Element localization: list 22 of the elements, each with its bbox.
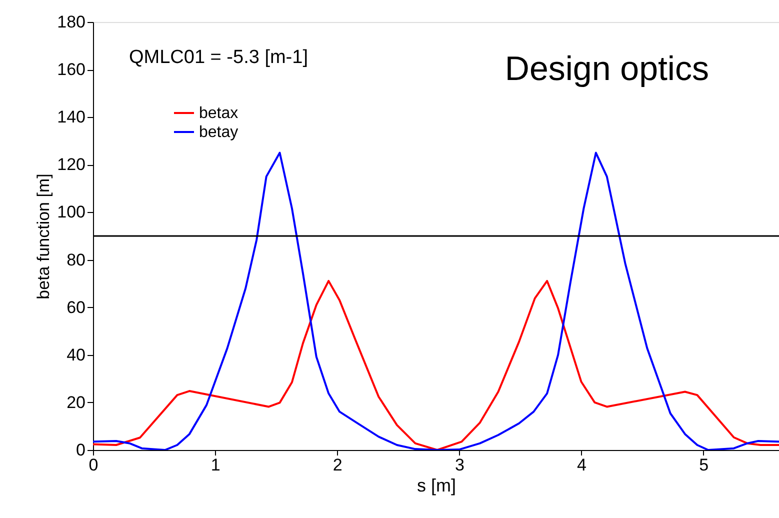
x-tick-label: 4: [577, 456, 586, 474]
y-tick-label: 20: [66, 392, 86, 412]
y-tick-label: 0: [76, 440, 86, 460]
y-tick-label: 40: [66, 345, 86, 364]
x-tick-label: 1: [210, 456, 220, 474]
x-tick-label: 2: [332, 456, 342, 474]
x-tick-label: 5: [699, 456, 709, 474]
text: Design optics: [504, 50, 709, 88]
x-axis-title: s [m]: [417, 476, 456, 496]
y-tick-label: 80: [66, 250, 86, 270]
y-axis-title: beta function [m]: [34, 174, 54, 300]
y-tick-label: 100: [57, 202, 86, 222]
legend-label: betax: [199, 105, 238, 122]
y-tick-label: 140: [57, 108, 86, 127]
y-tick-label: 180: [57, 12, 86, 32]
annotation: QMLC01 = -5.3 [m-1]: [129, 47, 308, 68]
x-tick-label: 0: [88, 456, 98, 474]
x-tick-label: 3: [454, 456, 464, 474]
y-tick-label: 60: [66, 298, 86, 317]
y-tick-label: 120: [57, 155, 86, 174]
y-tick-label: 160: [57, 60, 86, 80]
legend-label: betay: [199, 124, 238, 141]
